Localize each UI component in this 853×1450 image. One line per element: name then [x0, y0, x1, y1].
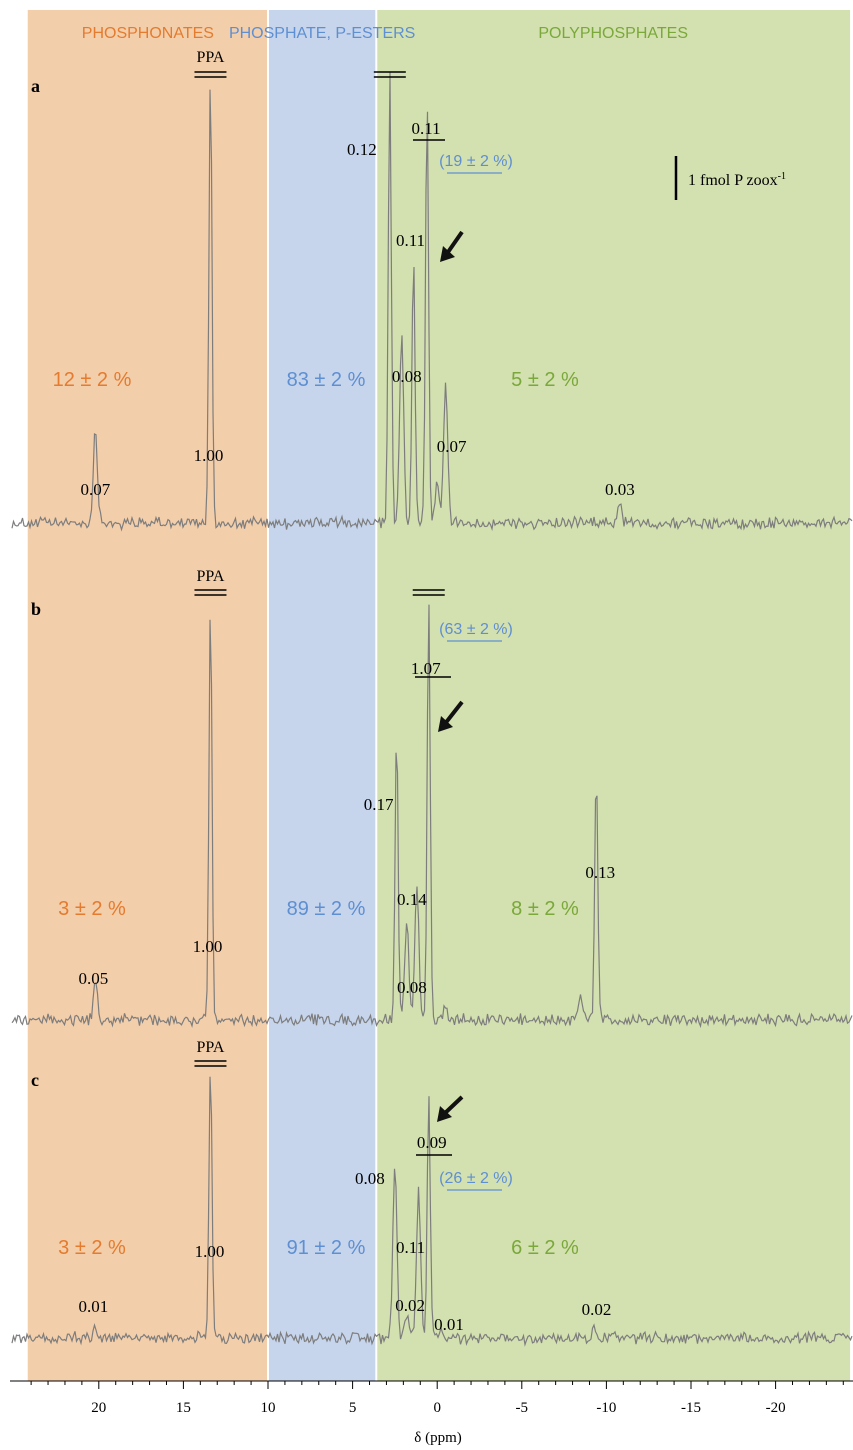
region-labels: PHOSPHONATES PHOSPHATE, P-ESTERS POLYPHOSP…: [82, 25, 688, 42]
peak-label: 0.02: [395, 1296, 425, 1315]
region-percentage-2: 83 ± 2 %: [287, 369, 366, 391]
orthophosphate-share: (19 ± 2 %): [439, 153, 513, 170]
region-percentage-1: 12 ± 2 %: [53, 369, 132, 391]
peak-label: 0.13: [585, 863, 615, 882]
ppa-label: PPA: [197, 568, 225, 585]
orthophosphate-share: (26 ± 2 %): [439, 1170, 513, 1187]
spectrum-trace-a: [11, 71, 853, 532]
x-axis-ticks: 20 15 10 5 0 -5 -10 -15 -20: [30, 1381, 844, 1416]
spectrum-trace-c: [11, 1076, 853, 1347]
region-label-1: PHOSPHONATES: [82, 25, 214, 42]
panel-letter-c: c: [31, 1070, 39, 1090]
peak-label: 0.08: [397, 978, 427, 997]
region-1: [27, 10, 269, 1381]
peak-label: 0.02: [582, 1300, 612, 1319]
peak-label: 0.11: [396, 231, 425, 250]
peak-label: 0.05: [79, 969, 109, 988]
arrow-head-2: [438, 716, 453, 732]
arrow-head-1: [440, 246, 455, 262]
arrow-markers: [437, 230, 464, 1122]
peak-label: 1.00: [193, 937, 223, 956]
x-tick-label: -20: [766, 1400, 786, 1416]
peak-label: 0.03: [605, 480, 635, 499]
peak-label: 0.17: [364, 795, 394, 814]
spectra-panels: a 12 ± 2 % 83 ± 2 % 5 ± 2 % PPA 0.07 1.00 0.12 0…: [11, 49, 853, 1347]
x-tick-label: 0: [433, 1400, 441, 1416]
peak-label: 0.01: [79, 1297, 109, 1316]
region-percentage-1: 3 ± 2 %: [58, 898, 126, 920]
scale-bar-superscript: -1: [778, 171, 786, 182]
arrow-1: [444, 230, 464, 257]
panel-a: a 12 ± 2 % 83 ± 2 % 5 ± 2 % PPA 0.07 1.00 0.12 0…: [11, 49, 853, 532]
ppa-label: PPA: [197, 1039, 225, 1056]
panel-c: c 3 ± 2 % 91 ± 2 % 6 ± 2 % PPA 0.01 1.00 0.08 0.…: [11, 1039, 853, 1347]
x-tick-label: -15: [681, 1400, 701, 1416]
peak-label: 0.01: [434, 1315, 464, 1334]
orthophosphate-share: (63 ± 2 %): [439, 621, 513, 638]
peak-label: 0.08: [355, 1169, 385, 1188]
peak-label: 1.00: [194, 446, 224, 465]
peak-label: 0.07: [81, 480, 111, 499]
panel-letter-a: a: [31, 76, 40, 96]
region-percentage-3: 8 ± 2 %: [511, 898, 579, 920]
peak-label: 0.11: [396, 1238, 425, 1257]
ppa-label: PPA: [197, 49, 225, 66]
x-tick-label: 15: [176, 1400, 191, 1416]
peak-label: 1.00: [195, 1242, 225, 1261]
panel-letter-b: b: [31, 599, 41, 619]
x-axis: 20 15 10 5 0 -5 -10 -15 -20 δ (ppm): [10, 1380, 853, 1446]
peak-label: 0.14: [397, 890, 427, 909]
spectrum-trace-b: [11, 604, 853, 1029]
x-tick-label: 5: [349, 1400, 357, 1416]
x-tick-label: -10: [596, 1400, 616, 1416]
scale-bar-label: 1 fmol P zoox-1: [688, 171, 786, 189]
x-tick-label: 10: [261, 1400, 276, 1416]
region-2: [268, 10, 377, 1381]
arrow-head-3: [437, 1106, 452, 1122]
peak-label: 1.07: [411, 659, 441, 678]
peak-label: 0.12: [347, 140, 377, 159]
x-tick-label: 20: [91, 1400, 106, 1416]
peak-label: 0.11: [411, 119, 440, 138]
scale-bar: 1 fmol P zoox-1: [674, 156, 786, 200]
region-percentage-3: 6 ± 2 %: [511, 1237, 579, 1259]
peak-label: 0.09: [417, 1133, 447, 1152]
region-percentage-1: 3 ± 2 %: [58, 1237, 126, 1259]
peak-label: 0.07: [437, 437, 467, 456]
region-percentage-2: 89 ± 2 %: [287, 898, 366, 920]
x-tick-label: -5: [516, 1400, 529, 1416]
panel-b: b 3 ± 2 % 89 ± 2 % 8 ± 2 % PPA 0.05 1.00 0.17 0.…: [11, 568, 853, 1029]
region-label-3: POLYPHOSPHATES: [538, 25, 688, 42]
region-label-2: PHOSPHATE, P-ESTERS: [229, 25, 415, 42]
region-percentage-3: 5 ± 2 %: [511, 369, 579, 391]
x-axis-label: δ (ppm): [414, 1430, 461, 1446]
arrow-2: [442, 700, 464, 727]
region-percentage-2: 91 ± 2 %: [287, 1237, 366, 1259]
peak-label: 0.08: [392, 367, 422, 386]
